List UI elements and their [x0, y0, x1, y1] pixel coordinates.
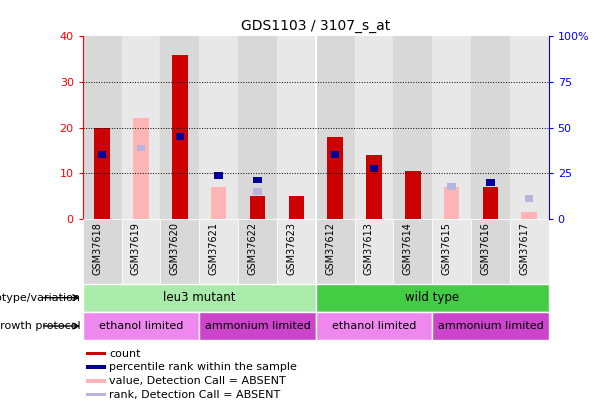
Bar [249, 207, 265, 219]
Bar [83, 284, 316, 312]
Text: GSM37617: GSM37617 [519, 222, 529, 275]
Bar [121, 36, 161, 219]
Text: genotype/variation: genotype/variation [0, 293, 80, 303]
Bar [172, 55, 188, 219]
Text: ethanol limited: ethanol limited [332, 321, 416, 331]
Bar [444, 187, 459, 219]
Bar [482, 187, 498, 219]
Bar [447, 183, 456, 190]
Bar [316, 312, 432, 340]
Text: GSM37621: GSM37621 [208, 222, 219, 275]
Bar [86, 393, 105, 396]
Bar [83, 36, 121, 219]
Bar [86, 365, 105, 369]
Bar [98, 151, 107, 158]
Bar [316, 36, 354, 219]
Bar [83, 219, 121, 284]
Bar [354, 219, 394, 284]
Bar [331, 151, 340, 158]
Text: wild type: wild type [405, 291, 459, 304]
Bar [432, 36, 471, 219]
Text: GSM37613: GSM37613 [364, 222, 374, 275]
Bar [316, 284, 549, 312]
Text: value, Detection Call = ABSENT: value, Detection Call = ABSENT [109, 376, 286, 386]
Bar [137, 145, 145, 151]
Bar [199, 312, 316, 340]
Bar [510, 36, 549, 219]
Bar [238, 219, 277, 284]
Bar [86, 352, 105, 356]
Bar [161, 219, 199, 284]
Bar [211, 187, 226, 219]
Bar [238, 36, 277, 219]
Bar [249, 196, 265, 219]
Title: GDS1103 / 3107_s_at: GDS1103 / 3107_s_at [241, 19, 390, 33]
Text: GSM37612: GSM37612 [325, 222, 335, 275]
Bar [327, 137, 343, 219]
Bar [94, 128, 110, 219]
Bar [486, 179, 495, 185]
Bar [253, 188, 262, 195]
Bar [121, 219, 161, 284]
Bar [277, 36, 316, 219]
Bar [432, 312, 549, 340]
Bar [86, 379, 105, 383]
Text: count: count [109, 349, 140, 358]
Bar [354, 36, 394, 219]
Bar [253, 177, 262, 183]
Text: GSM37615: GSM37615 [441, 222, 452, 275]
Bar [316, 219, 354, 284]
Text: rank, Detection Call = ABSENT: rank, Detection Call = ABSENT [109, 390, 280, 400]
Bar [289, 196, 304, 219]
Text: ethanol limited: ethanol limited [99, 321, 183, 331]
Text: leu3 mutant: leu3 mutant [163, 291, 235, 304]
Bar [366, 155, 382, 219]
Bar [471, 36, 510, 219]
Text: percentile rank within the sample: percentile rank within the sample [109, 362, 297, 372]
Bar [215, 172, 223, 179]
Bar [394, 219, 432, 284]
Bar [405, 205, 421, 219]
Text: ammonium limited: ammonium limited [205, 321, 310, 331]
Bar [161, 36, 199, 219]
Text: GSM37618: GSM37618 [92, 222, 102, 275]
Bar [83, 312, 199, 340]
Bar [525, 195, 533, 202]
Bar [277, 219, 316, 284]
Bar [510, 219, 549, 284]
Text: GSM37622: GSM37622 [248, 222, 257, 275]
Text: ammonium limited: ammonium limited [438, 321, 543, 331]
Text: GSM37623: GSM37623 [286, 222, 296, 275]
Bar [199, 36, 238, 219]
Bar [522, 212, 537, 219]
Bar [394, 36, 432, 219]
Bar [175, 133, 184, 140]
Bar [405, 171, 421, 219]
Bar [199, 219, 238, 284]
Text: GSM37614: GSM37614 [403, 222, 413, 275]
Bar [370, 165, 378, 172]
Bar [133, 118, 149, 219]
Text: GSM37616: GSM37616 [481, 222, 490, 275]
Text: growth protocol: growth protocol [0, 321, 80, 331]
Bar [471, 219, 510, 284]
Bar [432, 219, 471, 284]
Text: GSM37619: GSM37619 [131, 222, 141, 275]
Text: GSM37620: GSM37620 [170, 222, 180, 275]
